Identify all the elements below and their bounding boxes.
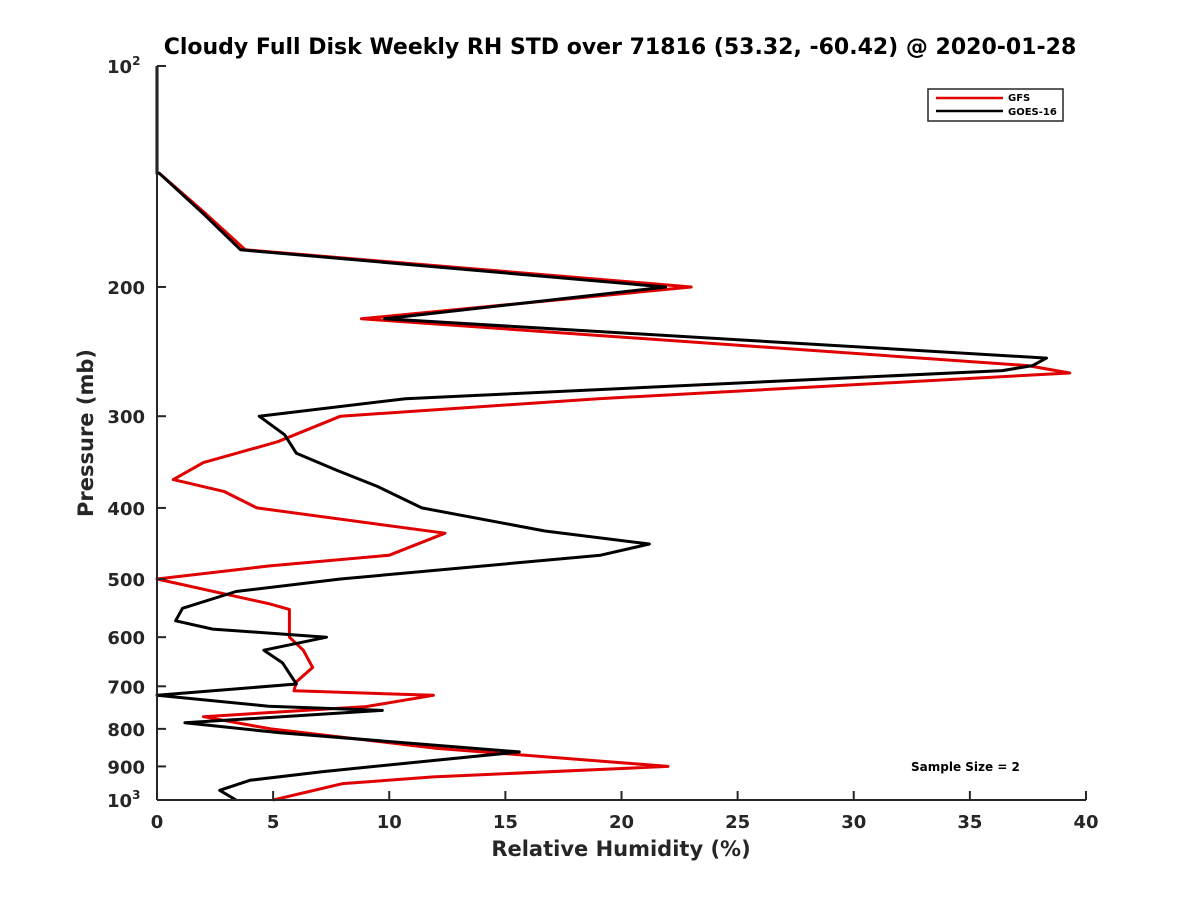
y-tick-label: 400 — [107, 499, 145, 520]
series-layer — [155, 66, 1072, 802]
x-tick-label: 20 — [609, 812, 634, 833]
y-tick-exponent: 2 — [132, 54, 140, 68]
x-axis-label: Relative Humidity (%) — [491, 837, 750, 861]
y-tick-label: 300 — [107, 407, 145, 428]
y-tick-label: 103 — [107, 788, 140, 812]
legend-box — [927, 88, 1064, 122]
chart-title: Cloudy Full Disk Weekly RH STD over 7181… — [164, 35, 1077, 60]
y-tick-label: 700 — [107, 677, 145, 698]
y-tick-label: 200 — [107, 278, 145, 299]
x-tick-label: 35 — [957, 812, 982, 833]
legend-label-gfs: GFS — [1008, 93, 1030, 104]
sample-size-annotation: Sample Size = 2 — [911, 760, 1020, 774]
legend: GFS GOES-16 — [927, 88, 1064, 122]
x-tick-label: 30 — [841, 812, 866, 833]
y-tick-exponent: 3 — [132, 788, 140, 802]
series-line-gfs — [155, 66, 1072, 802]
x-tick-label: 40 — [1073, 812, 1098, 833]
legend-label-goes16: GOES-16 — [1008, 107, 1057, 118]
x-tick-label: 15 — [493, 812, 518, 833]
plot-area: 0 5 10 15 20 25 30 35 40 102 200 300 400 500 600 700 80… — [107, 54, 1099, 833]
y-tick-label: 500 — [107, 570, 145, 591]
y-axis-label: Pressure (mb) — [74, 349, 98, 517]
x-tick-label: 10 — [377, 812, 402, 833]
series-line-goes16 — [155, 66, 1048, 802]
y-tick-label: 900 — [107, 757, 145, 778]
y-tick-label: 600 — [107, 628, 145, 649]
y-ticks: 102 200 300 400 500 600 700 800 900 103 — [107, 54, 166, 812]
y-tick-label: 102 — [107, 54, 140, 78]
x-ticks: 0 5 10 15 20 25 30 35 40 — [151, 791, 1099, 833]
x-tick-label: 25 — [725, 812, 750, 833]
x-tick-label: 5 — [267, 812, 280, 833]
x-tick-label: 0 — [151, 812, 164, 833]
y-tick-label: 800 — [107, 720, 145, 741]
